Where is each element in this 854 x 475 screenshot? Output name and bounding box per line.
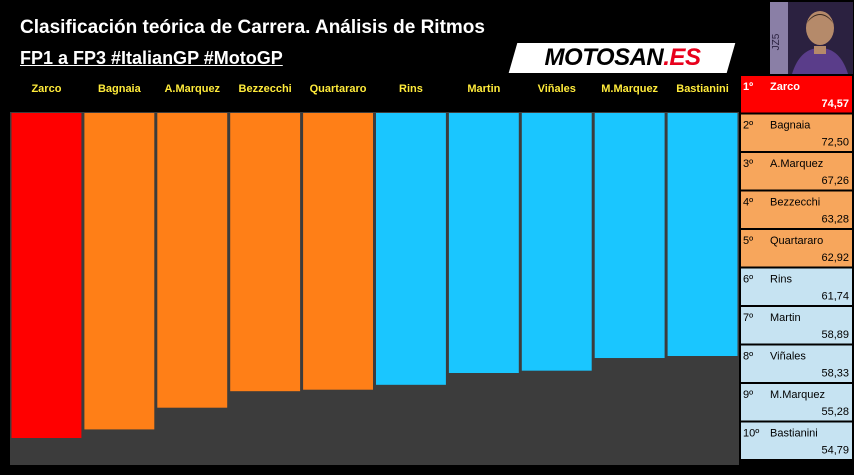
category-label: A.Marquez xyxy=(164,83,220,95)
ranking-value: 61,74 xyxy=(821,291,849,303)
ranking-position: 2º xyxy=(743,120,753,132)
svg-text:JZ5: JZ5 xyxy=(771,33,782,50)
ranking-row: 9º M.Marquez 55,28 xyxy=(741,384,852,421)
ranking-position: 1º xyxy=(743,81,753,93)
ranking-value: 72,50 xyxy=(821,137,849,149)
bar-bezzecchi xyxy=(230,113,301,392)
ranking-name: Martin xyxy=(770,312,801,324)
ranking-position: 8º xyxy=(743,351,753,363)
category-labels: Zarco Bagnaia A.Marquez Bezzecchi Quartararo… xyxy=(31,83,728,95)
ranking-row: 8º Viñales 58,33 xyxy=(741,345,852,382)
category-label: Bagnaia xyxy=(98,83,142,95)
ranking-row-background xyxy=(741,268,852,305)
category-label: Bezzecchi xyxy=(239,83,292,95)
motosan-logo: MOTOSAN.ES xyxy=(520,44,725,72)
ranking-row-background xyxy=(741,384,852,421)
chart-subtitle: FP1 a FP3 #ItalianGP #MotoGP xyxy=(20,48,283,68)
ranking-value: 58,33 xyxy=(821,368,849,380)
ranking-row: 5º Quartararo 62,92 xyxy=(741,230,852,267)
category-label: M.Marquez xyxy=(601,83,658,95)
ranking-row: 7º Martin 58,89 xyxy=(741,307,852,344)
bar-m-marquez xyxy=(594,113,665,359)
ranking-name: Bastianini xyxy=(770,428,818,440)
ranking-position: 6º xyxy=(743,274,753,286)
ranking-row-background xyxy=(741,114,852,151)
ranking-name: Bagnaia xyxy=(770,120,811,132)
ranking-row-background xyxy=(741,191,852,228)
ranking-position: 3º xyxy=(743,158,753,170)
ranking-name: Bezzecchi xyxy=(770,197,820,209)
ranking-name: M.Marquez xyxy=(770,389,825,401)
category-label: Zarco xyxy=(31,83,61,95)
ranking-row-background xyxy=(741,230,852,267)
category-label: Viñales xyxy=(538,83,576,95)
category-label: Martin xyxy=(467,83,500,95)
ranking-value: 67,26 xyxy=(821,175,849,187)
rider-portrait-icon: JZ5 xyxy=(770,2,853,74)
ranking-position: 4º xyxy=(743,197,753,209)
bar-rins xyxy=(376,113,446,385)
ranking-position: 7º xyxy=(743,312,753,324)
ranking-name: Viñales xyxy=(770,351,806,363)
ranking-position: 9º xyxy=(743,389,753,401)
bar-a-marquez xyxy=(157,113,228,408)
logo-suffix-text: .ES xyxy=(663,44,701,71)
ranking-row-background xyxy=(741,345,852,382)
category-label: Rins xyxy=(399,83,423,95)
category-label: Quartararo xyxy=(310,83,367,95)
ranking-name: Quartararo xyxy=(770,235,823,247)
ranking-row-background xyxy=(741,76,852,113)
ranking-position: 5º xyxy=(743,235,753,247)
bar-bagnaia xyxy=(84,113,155,430)
bar-martin xyxy=(448,113,519,373)
ranking-name: Rins xyxy=(770,274,793,286)
ranking-table: 1º Zarco 74,57 2º Bagnaia 72,50 3º A.Marquez 67,… xyxy=(741,76,852,459)
ranking-row: 2º Bagnaia 72,50 xyxy=(741,114,852,151)
plot-area xyxy=(10,112,739,465)
ranking-name: A.Marquez xyxy=(770,158,823,170)
bar-bastianini xyxy=(667,113,738,356)
ranking-value: 55,28 xyxy=(821,406,849,418)
ranking-value: 63,28 xyxy=(821,214,849,226)
ranking-value: 62,92 xyxy=(821,252,849,264)
ranking-row-background xyxy=(741,307,852,344)
ranking-value: 58,89 xyxy=(821,329,849,341)
logo-main-text: MOTOSAN xyxy=(544,44,664,71)
ranking-row: 6º Rins 61,74 xyxy=(741,268,852,305)
ranking-position: 10º xyxy=(743,428,759,440)
bar-zarco xyxy=(11,113,82,438)
ranking-row: 1º Zarco 74,57 xyxy=(741,76,852,113)
chart-title: Clasificación teórica de Carrera. Anális… xyxy=(20,17,485,38)
ranking-name: Zarco xyxy=(770,81,800,93)
bar-vi-ales xyxy=(521,113,592,371)
bar-quartararo xyxy=(303,113,373,390)
ranking-value: 54,79 xyxy=(821,445,849,457)
ranking-row-background xyxy=(741,153,852,190)
category-label: Bastianini xyxy=(676,83,729,95)
ranking-row: 3º A.Marquez 67,26 xyxy=(741,153,852,190)
ranking-row-background xyxy=(741,422,852,459)
ranking-value: 74,57 xyxy=(821,98,849,110)
